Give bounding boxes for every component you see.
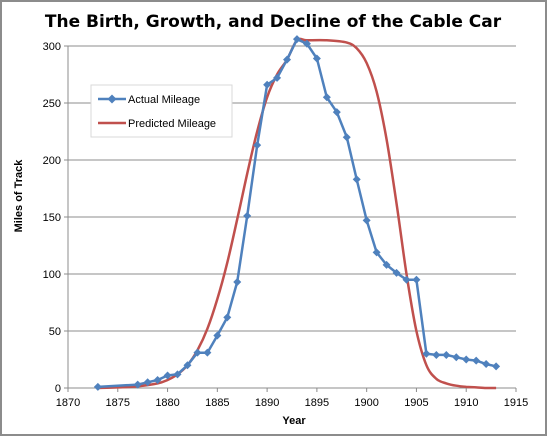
actual-data-point — [462, 355, 471, 364]
x-tick-label: 1915 — [504, 397, 528, 409]
actual-data-point — [213, 331, 222, 340]
actual-data-point — [263, 80, 272, 89]
x-tick-label: 1880 — [155, 397, 179, 409]
actual-data-point — [372, 248, 381, 257]
y-tick-label: 50 — [49, 326, 61, 338]
actual-data-point — [153, 376, 162, 385]
legend-label-actual: Actual Mileage — [128, 94, 200, 106]
y-tick-label: 100 — [43, 269, 61, 281]
actual-data-point — [392, 268, 401, 277]
actual-data-point — [302, 39, 311, 48]
actual-data-point — [173, 370, 182, 379]
y-tick-label: 0 — [55, 383, 61, 395]
actual-data-point — [292, 35, 301, 44]
actual-data-point — [243, 211, 252, 220]
actual-data-point — [183, 361, 192, 370]
actual-data-point — [342, 133, 351, 142]
x-tick-label: 1890 — [255, 397, 279, 409]
y-tick-label: 150 — [43, 212, 61, 224]
actual-data-point — [193, 348, 202, 357]
x-axis-label: Year — [282, 415, 306, 427]
x-tick-label: 1875 — [106, 397, 130, 409]
actual-data-point — [143, 378, 152, 387]
actual-data-point — [322, 93, 331, 102]
y-tick-label: 200 — [43, 155, 61, 167]
legend-box — [90, 84, 233, 138]
actual-data-point — [432, 350, 441, 359]
legend-diamond-icon — [107, 94, 117, 104]
actual-data-point — [402, 275, 411, 284]
actual-data-point — [492, 362, 501, 371]
actual-data-point — [273, 73, 282, 82]
actual-data-point — [362, 216, 371, 225]
actual-data-point — [482, 360, 491, 369]
series-group — [93, 35, 501, 391]
actual-data-point — [253, 141, 262, 150]
actual-data-point — [442, 350, 451, 359]
actual-data-point — [422, 349, 431, 358]
x-axis-ticks: 1870 1875 1880 1885 1890 1895 1900 1905 1910 1915 — [56, 388, 528, 409]
actual-data-point — [203, 348, 212, 357]
y-axis-label: Miles of Track — [13, 159, 25, 233]
actual-data-point — [283, 55, 292, 64]
actual-data-point — [133, 380, 142, 389]
actual-data-point — [352, 175, 361, 184]
x-tick-label: 1895 — [305, 397, 329, 409]
actual-data-point — [93, 382, 102, 391]
x-tick-label: 1910 — [454, 397, 478, 409]
x-tick-label: 1905 — [404, 397, 428, 409]
y-axis-ticks: 0 50 100 150 200 250 300 — [43, 41, 68, 395]
chart-title: The Birth, Growth, and Decline of the Ca… — [45, 12, 502, 32]
y-tick-label: 250 — [43, 98, 61, 110]
actual-data-point — [312, 54, 321, 63]
actual-data-point — [412, 275, 421, 284]
x-tick-label: 1900 — [354, 397, 378, 409]
y-tick-label: 300 — [43, 41, 61, 53]
actual-data-point — [223, 313, 232, 322]
actual-data-point — [452, 353, 461, 362]
actual-data-point — [472, 356, 481, 365]
legend: Actual Mileage Predicted Mileage — [90, 84, 233, 138]
actual-data-point — [233, 277, 242, 286]
legend-label-predicted: Predicted Mileage — [128, 118, 216, 130]
actual-data-point — [382, 260, 391, 269]
actual-data-point — [163, 371, 172, 380]
x-tick-label: 1885 — [205, 397, 229, 409]
actual-data-point — [332, 108, 341, 117]
x-tick-label: 1870 — [56, 397, 80, 409]
